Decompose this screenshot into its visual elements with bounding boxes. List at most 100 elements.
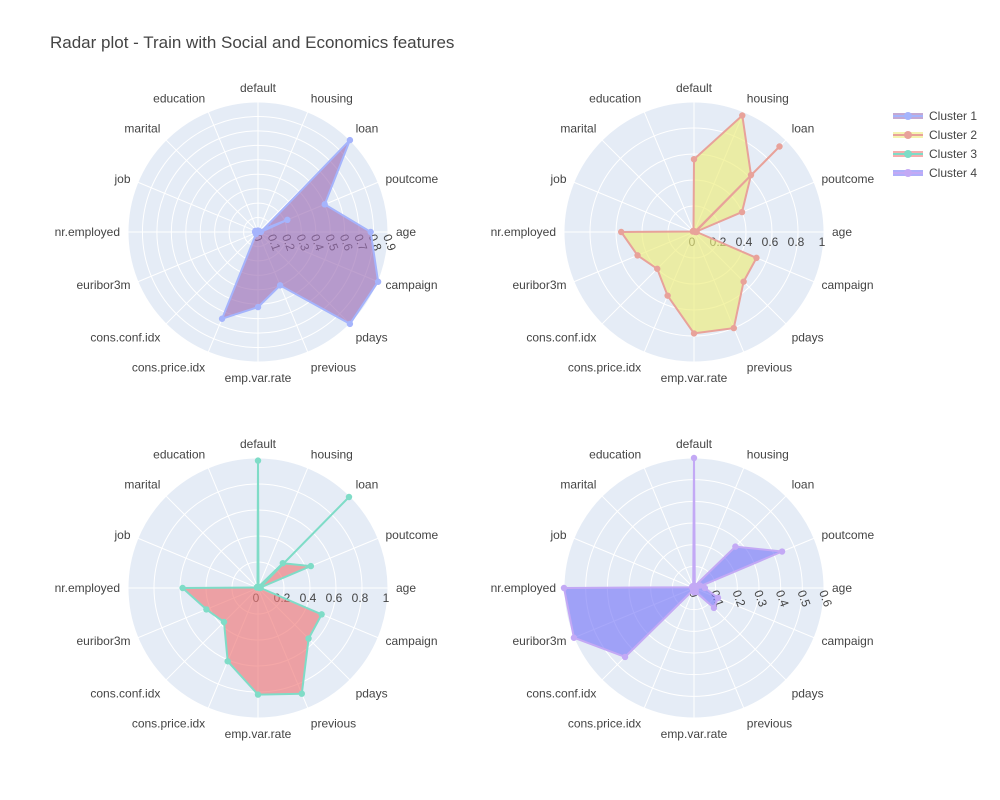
axis-label-campaign: campaign [385, 634, 437, 648]
data-point[interactable] [254, 457, 262, 464]
axis-label-marital: marital [124, 121, 160, 135]
legend-item-cluster-3[interactable]: Cluster 3 [893, 144, 977, 163]
data-point[interactable] [203, 606, 210, 613]
axis-label-housing: housing [747, 448, 789, 462]
axis-label-pdays: pdays [356, 687, 388, 701]
data-point[interactable] [298, 690, 305, 697]
radial-tick-label: 0.5 [795, 588, 814, 609]
data-point[interactable] [318, 611, 325, 618]
axis-label-nr-employed: nr.employed [491, 581, 556, 595]
data-point[interactable] [690, 330, 698, 337]
data-point[interactable] [690, 454, 698, 462]
data-point[interactable] [284, 216, 291, 224]
legend-item-cluster-1[interactable]: Cluster 1 [893, 106, 977, 125]
axis-label-poutcome: poutcome [385, 172, 438, 186]
axis-label-loan: loan [792, 477, 815, 491]
data-point[interactable] [279, 559, 287, 567]
radial-tick-label: 0.6 [326, 591, 343, 605]
legend-item-cluster-2[interactable]: Cluster 2 [893, 125, 977, 144]
legend-swatch [893, 111, 923, 121]
axis-label-default: default [240, 81, 277, 95]
data-point[interactable] [778, 548, 786, 555]
angular-gridline [207, 467, 259, 589]
axis-label-housing: housing [747, 92, 789, 106]
data-point[interactable] [305, 635, 312, 642]
axis-label-cons-price-idx: cons.price.idx [568, 716, 641, 730]
data-point[interactable] [732, 543, 739, 550]
data-point[interactable] [740, 278, 747, 285]
data-point[interactable] [374, 278, 382, 285]
data-point[interactable] [692, 228, 699, 235]
axis-label-housing: housing [311, 92, 353, 106]
axis-label-euribor3m: euribor3m [76, 278, 130, 292]
radial-tick-label: 0.2 [730, 588, 749, 609]
data-point[interactable] [738, 208, 746, 216]
data-point[interactable] [224, 658, 231, 665]
data-point[interactable] [692, 588, 699, 596]
data-point[interactable] [710, 604, 718, 612]
axis-label-cons-conf-idx: cons.conf.idx [90, 331, 160, 345]
data-point[interactable] [345, 493, 353, 501]
data-point[interactable] [692, 583, 699, 590]
data-point[interactable] [307, 562, 315, 570]
data-point[interactable] [276, 282, 284, 289]
data-point[interactable] [690, 156, 698, 163]
radar-plot-4: age poutcome loan housing default education ma… [491, 437, 875, 741]
axis-label-loan: loan [356, 477, 379, 491]
axis-label-default: default [676, 437, 713, 451]
data-point[interactable] [634, 252, 641, 259]
angular-gridline [601, 495, 695, 589]
data-point[interactable] [730, 324, 737, 332]
data-point[interactable] [220, 618, 228, 626]
angular-gridline [643, 111, 695, 233]
data-point[interactable] [701, 584, 709, 592]
chart-title: Radar plot - Train with Social and Econo… [50, 33, 455, 52]
radial-tick-label: 0.4 [736, 235, 753, 249]
series-area-cluster-2[interactable] [620, 114, 781, 335]
axis-label-cons-price-idx: cons.price.idx [568, 360, 641, 374]
data-point[interactable] [367, 228, 374, 236]
data-point[interactable] [254, 691, 262, 698]
axis-label-job: job [113, 172, 130, 186]
legend-swatch [893, 168, 923, 178]
data-point[interactable] [654, 265, 661, 272]
data-point[interactable] [346, 320, 354, 328]
axis-label-campaign: campaign [821, 634, 873, 648]
angular-gridline [643, 587, 695, 709]
data-point[interactable] [753, 254, 760, 262]
data-point[interactable] [776, 143, 783, 150]
legend-label: Cluster 3 [929, 146, 978, 161]
data-point[interactable] [179, 584, 186, 592]
data-point[interactable] [218, 315, 226, 322]
angular-gridline [207, 111, 259, 233]
axis-label-education: education [153, 92, 205, 106]
data-point[interactable] [254, 303, 262, 311]
data-point[interactable] [747, 171, 755, 179]
data-point[interactable] [560, 584, 568, 592]
data-point[interactable] [739, 112, 746, 119]
data-point[interactable] [570, 634, 578, 641]
legend-swatch [893, 130, 923, 140]
axis-label-pdays: pdays [792, 687, 824, 701]
data-point[interactable] [346, 136, 354, 144]
legend-item-cluster-4[interactable]: Cluster 4 [893, 163, 977, 182]
axis-label-campaign: campaign [821, 278, 873, 292]
data-point[interactable] [252, 230, 260, 238]
data-point[interactable] [714, 594, 722, 602]
axis-label-euribor3m: euribor3m [512, 278, 566, 292]
legend-label: Cluster 2 [929, 127, 978, 142]
data-point[interactable] [257, 583, 264, 591]
axis-label-default: default [676, 81, 713, 95]
angular-gridline [257, 467, 309, 589]
axis-label-education: education [589, 92, 641, 106]
data-point[interactable] [664, 292, 671, 299]
data-point[interactable] [621, 653, 629, 661]
radial-tick-label: 0.4 [773, 588, 792, 609]
angular-gridline [601, 139, 695, 233]
axis-label-cons-price-idx: cons.price.idx [132, 716, 205, 730]
axis-label-job: job [549, 172, 566, 186]
axis-label-emp-var-rate: emp.var.rate [225, 727, 292, 741]
data-point[interactable] [321, 201, 328, 208]
data-point[interactable] [618, 228, 625, 236]
axis-label-loan: loan [356, 121, 379, 135]
